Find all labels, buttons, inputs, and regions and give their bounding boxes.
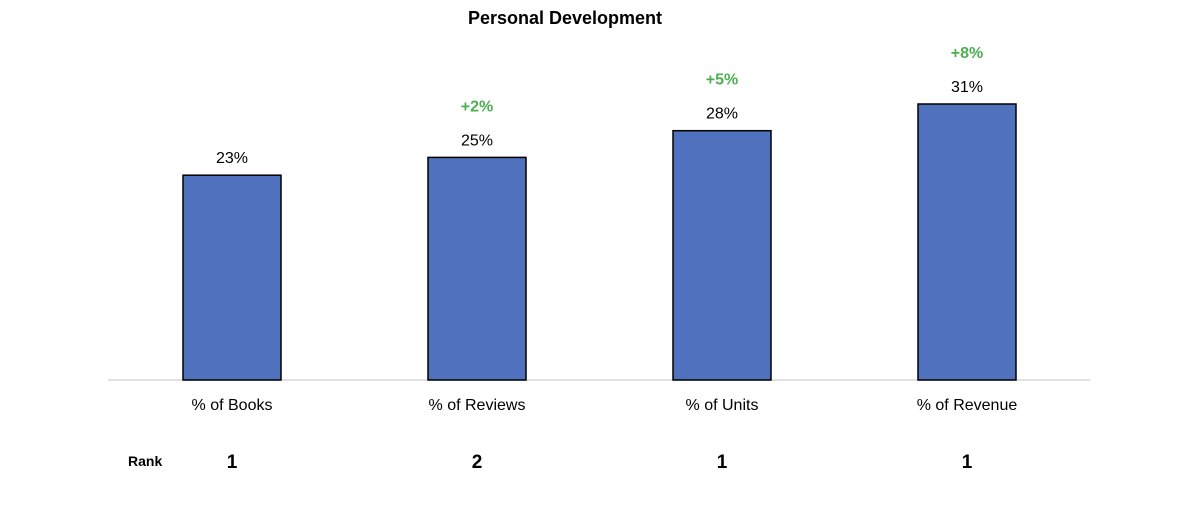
- delta-label-2: +5%: [706, 72, 738, 89]
- bar-0: [182, 174, 282, 381]
- value-label-1: 25%: [461, 132, 493, 149]
- rank-value-1: 2: [472, 452, 483, 473]
- category-label-3: % of Revenue: [917, 397, 1018, 414]
- delta-label-1: +2%: [461, 98, 493, 115]
- category-label-1: % of Reviews: [429, 397, 526, 414]
- value-label-2: 28%: [706, 106, 738, 123]
- value-label-3: 31%: [951, 79, 983, 96]
- chart-marks: 23% % of Books 1 25% +2% % of Reviews 2 28% +5%%…: [182, 45, 1018, 473]
- rank-label: Rank: [128, 453, 162, 469]
- category-label-2: % of Units: [686, 397, 759, 414]
- rank-value-0: 1: [227, 452, 238, 473]
- chart-title: Personal Development: [468, 8, 662, 28]
- bar-2: [672, 129, 772, 381]
- delta-label-3: +8%: [951, 45, 983, 62]
- category-label-0: % of Books: [192, 397, 273, 414]
- bar-1: [427, 156, 527, 381]
- rank-value-2: 1: [717, 452, 728, 473]
- bar-3: [917, 103, 1017, 381]
- rank-value-3: 1: [962, 452, 973, 473]
- value-label-0: 23%: [216, 150, 248, 167]
